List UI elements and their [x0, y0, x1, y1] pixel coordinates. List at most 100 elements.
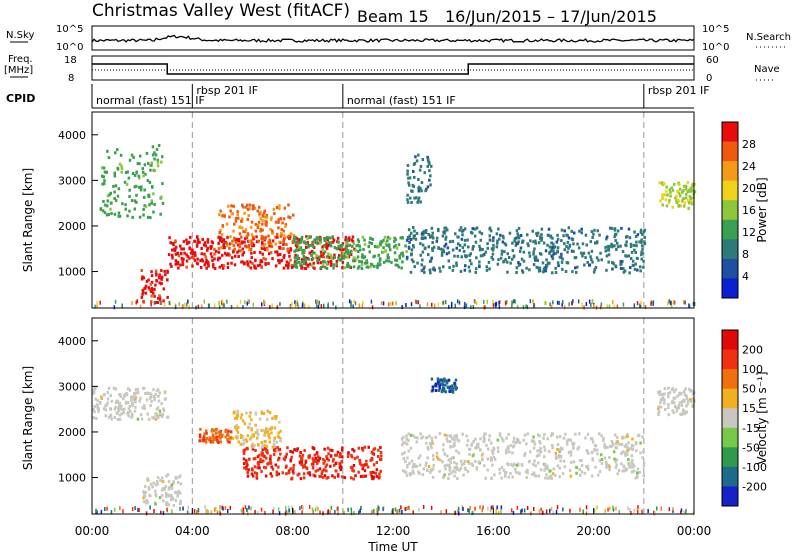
heatmap-cell — [230, 305, 233, 309]
heatmap-cell — [401, 251, 404, 255]
heatmap-cell — [251, 207, 254, 211]
y-tick-label: 1000 — [58, 266, 86, 279]
heatmap-cell — [671, 409, 674, 413]
heatmap-cell — [570, 229, 573, 233]
heatmap-cell — [408, 461, 411, 465]
heatmap-cell — [203, 241, 207, 245]
heatmap-cell — [243, 422, 247, 426]
heatmap-cell — [157, 394, 160, 398]
heatmap-cell — [631, 259, 635, 263]
heatmap-cell — [240, 436, 243, 439]
heatmap-cell — [304, 256, 307, 260]
nsky-panel-frame — [91, 25, 695, 51]
heatmap-cell — [588, 263, 592, 267]
heatmap-cell — [684, 187, 688, 191]
heatmap-cell — [271, 303, 273, 308]
heatmap-cell — [659, 401, 662, 405]
heatmap-cell — [122, 411, 125, 415]
heatmap-cell — [187, 299, 189, 304]
heatmap-cell — [667, 403, 670, 406]
heatmap-cell — [499, 256, 503, 260]
heatmap-cell — [532, 240, 535, 244]
heatmap-cell — [430, 377, 434, 381]
heatmap-cell — [560, 446, 563, 450]
heatmap-cell — [452, 437, 455, 441]
heatmap-cell — [543, 445, 546, 449]
heatmap-cell — [300, 258, 304, 262]
heatmap-cell — [306, 236, 309, 240]
heatmap-cell — [491, 452, 495, 456]
heatmap-cell — [665, 185, 668, 189]
heatmap-cell — [107, 386, 111, 390]
heatmap-cell — [691, 392, 695, 396]
heatmap-cell — [291, 266, 294, 269]
heatmap-cell — [534, 464, 537, 468]
heatmap-cell — [486, 468, 489, 472]
heatmap-cell — [235, 416, 239, 420]
freq-label-1: Freq. — [8, 54, 33, 65]
heatmap-cell — [146, 179, 150, 183]
heatmap-cell — [104, 507, 106, 512]
heatmap-cell — [677, 191, 681, 195]
heatmap-cell — [366, 465, 370, 469]
heatmap-cell — [170, 265, 173, 268]
heatmap-cell — [174, 247, 177, 251]
heatmap-cell — [323, 447, 326, 451]
heatmap-cell — [141, 167, 144, 171]
heatmap-cell — [146, 478, 149, 482]
heatmap-cell — [422, 505, 425, 509]
heatmap-cell — [200, 247, 203, 250]
heatmap-cell — [123, 180, 127, 184]
heatmap-cell — [428, 434, 431, 438]
heatmap-cell — [517, 240, 520, 244]
heatmap-cell — [188, 305, 190, 310]
heatmap-cell — [505, 436, 508, 440]
heatmap-cell — [640, 240, 643, 244]
heatmap-cell — [226, 262, 230, 266]
heatmap-cell — [421, 243, 425, 247]
heatmap-cell — [209, 440, 213, 444]
heatmap-cell — [209, 252, 213, 256]
heatmap-cell — [341, 242, 345, 246]
heatmap-cell — [299, 263, 302, 267]
heatmap-cell — [197, 510, 200, 515]
heatmap-cell — [522, 259, 526, 263]
heatmap-cell — [113, 416, 117, 419]
heatmap-cell — [296, 473, 299, 477]
heatmap-cell — [332, 266, 335, 270]
heatmap-cell — [344, 255, 348, 259]
heatmap-cell — [684, 184, 688, 188]
heatmap-cell — [349, 465, 353, 469]
heatmap-cell — [323, 303, 325, 308]
heatmap-cell — [556, 237, 560, 241]
heatmap-cell — [614, 264, 617, 268]
heatmap-cell — [269, 454, 272, 458]
heatmap-cell — [412, 510, 414, 515]
heatmap-cell — [298, 460, 302, 464]
heatmap-cell — [163, 302, 166, 307]
heatmap-cell — [678, 391, 681, 395]
heatmap-cell — [276, 253, 280, 257]
heatmap-cell — [562, 436, 566, 440]
heatmap-cell — [609, 444, 612, 448]
heatmap-cell — [106, 199, 109, 203]
heatmap-cell — [668, 198, 671, 202]
heatmap-cell — [213, 437, 217, 441]
heatmap-cell — [376, 266, 379, 270]
heatmap-cell — [143, 491, 146, 494]
heatmap-cell — [334, 509, 336, 514]
heatmap-cell — [551, 271, 554, 275]
heatmap-cell — [279, 429, 282, 433]
heatmap-cell — [526, 471, 529, 475]
heatmap-cell — [211, 263, 215, 267]
heatmap-cell — [364, 474, 367, 478]
heatmap-cell — [248, 203, 252, 207]
heatmap-cell — [633, 230, 636, 234]
heatmap-cell — [590, 230, 594, 234]
heatmap-cell — [274, 417, 278, 421]
heatmap-cell — [302, 476, 306, 480]
heatmap-cell — [386, 235, 390, 239]
heatmap-cell — [332, 263, 336, 267]
heatmap-cell — [461, 233, 464, 237]
heatmap-cell — [166, 278, 169, 282]
